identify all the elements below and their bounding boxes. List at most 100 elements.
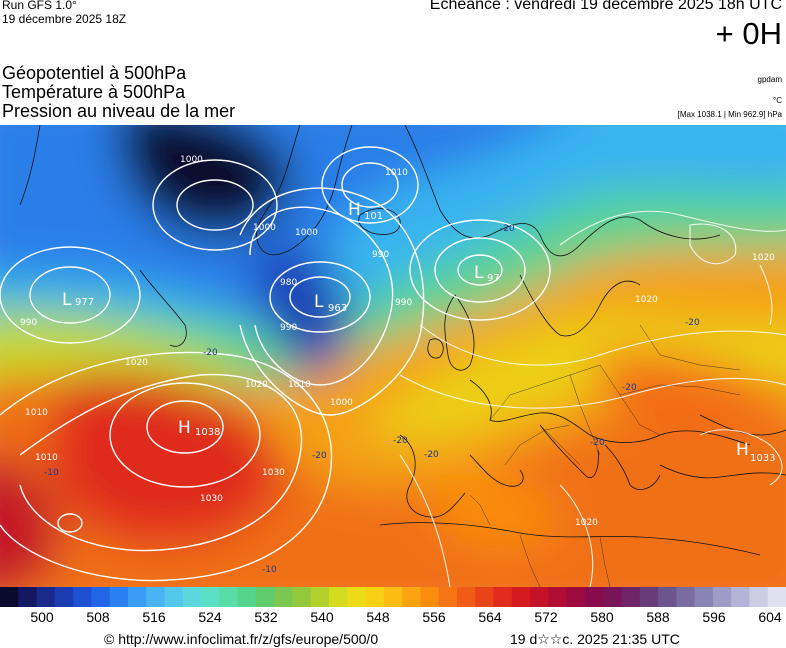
high-pressure-center: H 1033 <box>736 440 775 464</box>
svg-text:L: L <box>62 290 72 310</box>
svg-text:-20: -20 <box>203 348 218 358</box>
svg-text:1000: 1000 <box>330 398 353 408</box>
svg-text:963: 963 <box>328 303 347 314</box>
svg-text:1030: 1030 <box>200 494 223 504</box>
color-scale-swatch <box>383 587 403 607</box>
coastlines <box>19 125 786 556</box>
unit-pressure-range: [Max 1038.1 | Min 962.9] hPa <box>677 110 782 119</box>
color-scale-swatch <box>164 587 184 607</box>
svg-text:-10: -10 <box>44 468 59 478</box>
isobar-labels: 1000 1000 1010 1000 990 980 990 1010 102… <box>20 155 775 528</box>
color-scale-tick-label: 596 <box>702 609 726 625</box>
color-scale-swatch <box>584 587 604 607</box>
color-scale-swatch <box>292 587 312 607</box>
color-scale-swatch <box>749 587 769 607</box>
color-scale-swatch <box>767 587 786 607</box>
color-scale-swatch <box>420 587 440 607</box>
run-date: 19 décembre 2025 18Z <box>2 12 127 26</box>
svg-text:1020: 1020 <box>575 518 598 528</box>
svg-text:977: 977 <box>75 297 94 308</box>
field-pressure: Pression au niveau de la mer <box>2 101 236 121</box>
color-scale-swatch <box>201 587 220 607</box>
svg-text:-20: -20 <box>393 436 408 446</box>
color-scale-bar <box>0 587 786 607</box>
generated-date: 19 d☆☆c. 2025 21:35 UTC <box>510 631 680 647</box>
high-pressure-center: H 101 <box>348 200 383 222</box>
color-scale-swatch <box>566 587 586 607</box>
svg-text:990: 990 <box>280 323 297 333</box>
color-scale-swatch <box>329 587 348 607</box>
temperature-labels: -20 -20 -20 -20 -20 -10 -10 -20 -20 -20 <box>44 224 700 575</box>
svg-text:990: 990 <box>20 318 37 328</box>
svg-text:1020: 1020 <box>635 295 658 305</box>
svg-text:97: 97 <box>487 273 500 284</box>
color-scale-swatch <box>402 587 422 607</box>
color-scale-swatch <box>91 587 111 607</box>
svg-text:H: H <box>178 418 191 438</box>
color-scale-swatch <box>530 587 549 607</box>
run-label: Run GFS 1.0° <box>2 0 77 12</box>
color-scale-swatch <box>54 587 74 607</box>
color-scale-tick-label: 516 <box>142 609 166 625</box>
svg-text:1033: 1033 <box>750 453 775 464</box>
svg-text:-20: -20 <box>424 450 439 460</box>
color-scale-swatch <box>438 587 458 607</box>
lead-time: + 0H <box>715 16 782 51</box>
color-scale-swatch <box>0 587 19 607</box>
svg-text:-10: -10 <box>262 565 277 575</box>
svg-text:1010: 1010 <box>35 453 58 463</box>
unit-gpdam: gpdam <box>757 75 782 84</box>
svg-text:1000: 1000 <box>295 228 318 238</box>
color-scale-tick-label: 564 <box>478 609 502 625</box>
field-temperature: Température à 500hPa <box>2 82 186 102</box>
low-pressure-center: L 97 <box>474 263 500 284</box>
svg-text:1020: 1020 <box>752 253 775 263</box>
color-scale-swatch <box>548 587 568 607</box>
color-scale-swatch <box>456 587 476 607</box>
svg-text:H: H <box>736 440 749 460</box>
color-scale-swatch <box>475 587 495 607</box>
svg-text:L: L <box>474 263 484 283</box>
color-scale-tick-label: 580 <box>590 609 614 625</box>
svg-text:1010: 1010 <box>288 380 311 390</box>
svg-text:1010: 1010 <box>25 408 48 418</box>
svg-text:-20: -20 <box>590 438 605 448</box>
color-scale-swatch <box>274 587 294 607</box>
color-scale-swatch <box>18 587 38 607</box>
svg-text:H: H <box>348 200 361 220</box>
color-scale-swatch <box>694 587 714 607</box>
color-scale-tick-label: 604 <box>758 609 782 625</box>
color-scale-swatch <box>182 587 202 607</box>
color-scale-swatch <box>676 587 696 607</box>
color-scale-swatch <box>639 587 659 607</box>
weather-map: 1000 1000 1010 1000 990 980 990 1010 102… <box>0 125 786 587</box>
color-scale-swatch <box>73 587 92 607</box>
color-scale-swatch <box>621 587 641 607</box>
color-scale-swatch <box>511 587 531 607</box>
isobars <box>0 146 786 587</box>
valid-time: Echéance : vendredi 19 décembre 2025 18h… <box>429 0 782 13</box>
color-scale-swatch <box>255 587 275 607</box>
color-scale-swatch <box>365 587 385 607</box>
color-scale-tick-label: 548 <box>366 609 390 625</box>
color-scale-swatch <box>219 587 239 607</box>
color-scale-swatch <box>36 587 56 607</box>
svg-text:1038: 1038 <box>195 427 220 438</box>
svg-text:-20: -20 <box>685 318 700 328</box>
color-scale-tick-label: 532 <box>254 609 278 625</box>
svg-text:1030: 1030 <box>262 468 285 478</box>
color-scale-swatch <box>109 587 129 607</box>
color-scale-tick-label: 588 <box>646 609 670 625</box>
color-scale-swatch <box>493 587 513 607</box>
color-scale-swatch <box>146 587 166 607</box>
svg-text:980: 980 <box>280 278 297 288</box>
color-scale-tick-label: 500 <box>30 609 54 625</box>
svg-text:1020: 1020 <box>125 358 148 368</box>
color-scale-tick-label: 508 <box>86 609 110 625</box>
color-scale-tick-label: 524 <box>198 609 222 625</box>
unit-celsius: °C <box>773 96 782 105</box>
svg-text:1020: 1020 <box>245 380 268 390</box>
color-scale-swatch <box>127 587 147 607</box>
color-scale-tick-label: 556 <box>422 609 446 625</box>
svg-text:1000: 1000 <box>253 223 276 233</box>
